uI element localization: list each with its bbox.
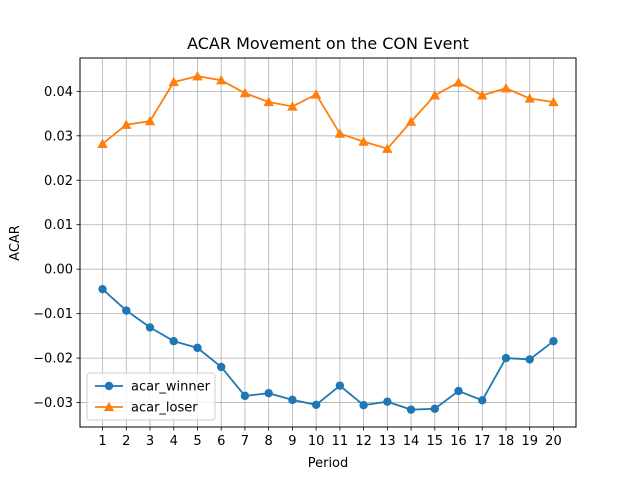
- legend-label: acar_winner: [131, 380, 211, 395]
- legend-box: [86, 372, 216, 421]
- x-tick-label: 8: [265, 434, 273, 449]
- chart-title: ACAR Movement on the CON Event: [187, 34, 469, 53]
- x-tick-label: 11: [332, 434, 349, 449]
- y-tick-label: −0.03: [33, 396, 73, 411]
- x-tick-label: 10: [308, 434, 325, 449]
- x-tick-label: 5: [193, 434, 201, 449]
- data-point: [287, 101, 298, 111]
- plot-frame: [79, 57, 577, 428]
- series-acar-loser: [97, 71, 559, 153]
- data-point: [358, 136, 369, 146]
- legend: acar_winner acar_loser: [86, 372, 216, 421]
- y-tick-label: 0.04: [44, 85, 73, 100]
- series-line: [101, 75, 554, 150]
- data-point: [311, 400, 321, 409]
- data-point: [122, 306, 131, 315]
- x-tick-label: 19: [521, 434, 538, 449]
- x-axis-label: Period: [308, 456, 349, 471]
- data-point: [193, 343, 202, 353]
- data-point: [288, 395, 297, 405]
- data-point: [334, 128, 346, 138]
- data-point: [477, 90, 488, 100]
- data-point: [383, 397, 392, 406]
- legend-swatch-marker: [103, 401, 115, 412]
- data-point: [549, 336, 558, 346]
- data-point: [524, 93, 535, 103]
- data-point: [335, 381, 345, 390]
- data-point: [382, 143, 393, 153]
- x-tick-label: 17: [474, 434, 491, 449]
- x-tick-label: 6: [217, 434, 225, 449]
- data-point: [264, 389, 273, 398]
- data-point: [144, 115, 156, 126]
- x-tick-label: 4: [170, 434, 178, 449]
- x-tick-label: 9: [288, 434, 296, 449]
- data-point: [121, 119, 132, 129]
- data-point: [525, 355, 534, 364]
- data-point: [429, 90, 440, 100]
- data-point: [548, 96, 559, 107]
- data-point: [430, 404, 439, 413]
- series-acar-winner: [98, 284, 558, 414]
- data-point: [240, 391, 250, 401]
- axis-ticks: 1 2 3 4 5 6 7 8 9 10 11 12 13 14 15 16 17 18 19 20−0.03−0.0…: [33, 85, 562, 449]
- data-point: [454, 386, 463, 396]
- y-tick-label: 0.02: [44, 174, 73, 189]
- series-layer: [97, 71, 559, 414]
- data-point: [192, 71, 203, 81]
- x-tick-label: 13: [379, 434, 396, 449]
- data-point: [310, 89, 322, 99]
- data-point: [478, 396, 487, 405]
- data-point: [406, 405, 416, 414]
- x-tick-label: 15: [427, 434, 444, 449]
- data-point: [217, 362, 226, 372]
- x-tick-label: 1: [98, 434, 106, 449]
- y-tick-label: 0.01: [44, 218, 73, 233]
- legend-swatch-marker: [104, 381, 114, 391]
- data-point: [169, 336, 178, 346]
- data-point: [239, 87, 251, 98]
- x-tick-label: 18: [498, 434, 515, 449]
- y-axis-label: ACAR: [8, 225, 23, 261]
- x-tick-label: 12: [355, 434, 372, 449]
- data-point: [263, 96, 274, 107]
- y-tick-label: 0.03: [44, 129, 73, 144]
- data-point: [216, 75, 227, 85]
- data-point: [98, 284, 107, 294]
- x-tick-label: 2: [122, 434, 130, 449]
- x-tick-label: 16: [450, 434, 467, 449]
- x-tick-label: 14: [403, 434, 420, 449]
- legend-item: acar_winner: [95, 380, 211, 395]
- data-point: [359, 401, 368, 410]
- legend-item: acar_loser: [95, 401, 198, 416]
- y-tick-label: −0.02: [33, 352, 73, 367]
- x-tick-label: 20: [545, 434, 562, 449]
- data-point: [453, 77, 464, 87]
- x-tick-label: 3: [146, 434, 154, 449]
- y-tick-label: −0.01: [33, 307, 73, 322]
- data-point: [97, 138, 108, 148]
- y-tick-label: 0.00: [44, 263, 73, 278]
- data-point: [145, 323, 155, 332]
- x-tick-label: 7: [241, 434, 249, 449]
- data-point: [405, 116, 417, 126]
- data-point: [501, 353, 511, 363]
- data-point: [500, 83, 512, 93]
- legend-label: acar_loser: [131, 401, 198, 416]
- data-point: [168, 76, 179, 87]
